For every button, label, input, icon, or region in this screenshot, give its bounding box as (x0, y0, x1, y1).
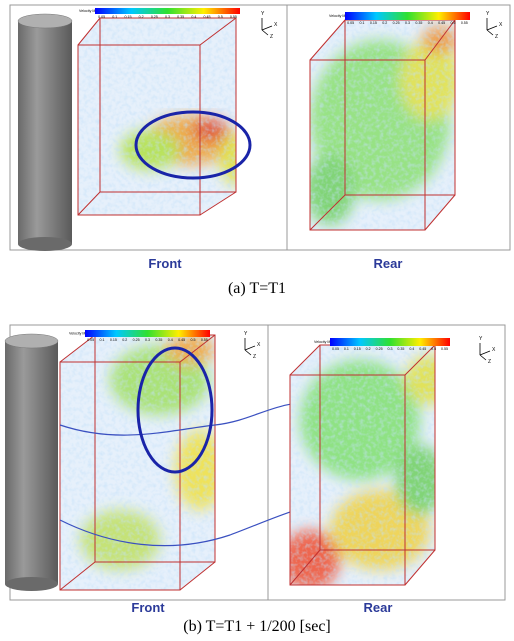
colorbar-tick-label: 0.55 (230, 15, 237, 19)
cylinder-bottom (18, 237, 72, 251)
colorbar-tick-label: 0.5 (431, 347, 436, 351)
colorbar-tick-label: 0.3 (165, 15, 170, 19)
cylinder-top (18, 14, 72, 28)
colorbar-tick-label: 0.15 (370, 21, 377, 25)
colorbar-tick-label: 0.4 (409, 347, 414, 351)
colorbar-tick-label: 0.45 (204, 15, 211, 19)
cylinder-top (5, 334, 58, 348)
colorbar-tick-label: 0.45 (178, 338, 185, 342)
colorbar (85, 330, 210, 337)
cylinder-bottom (5, 577, 58, 591)
colorbar-tick-label: 0.3 (405, 21, 410, 25)
colorbar-tick-label: 0.5 (450, 21, 455, 25)
colorbar-tick-label: 0.2 (366, 347, 371, 351)
axis-letter: Z (495, 34, 498, 40)
colorbar-tick-label: 0.55 (441, 347, 448, 351)
colorbar-tick-label: 0.15 (354, 347, 361, 351)
view-label: Rear (374, 256, 403, 271)
colorbar-tick-label: 0.4 (191, 15, 196, 19)
view-label: Front (148, 256, 182, 271)
colorbar-tick-label: 0.35 (415, 21, 422, 25)
colorbar (345, 12, 470, 20)
view-label: Front (131, 600, 165, 615)
figure: Velocity Magnitude0.050.10.150.20.250.30… (0, 0, 514, 641)
cylinder-body (18, 21, 72, 244)
colorbar-tick-label: 0.45 (419, 347, 426, 351)
colorbar-tick-label: 0.55 (201, 338, 208, 342)
colorbar-tick-label: 0.1 (360, 21, 365, 25)
flow-texture (73, 13, 241, 220)
colorbar-tick-label: 0.45 (438, 21, 445, 25)
axis-letter: Z (270, 34, 273, 40)
colorbar-tick-label: 0.1 (100, 338, 105, 342)
colorbar-tick-label: 0.1 (112, 15, 117, 19)
colorbar-tick-label: 0.05 (332, 347, 339, 351)
cylinder-body (5, 341, 58, 584)
colorbar-tick-label: 0.2 (122, 338, 127, 342)
colorbar-tick-label: 0.2 (382, 21, 387, 25)
view-label: Rear (364, 600, 393, 615)
figure-caption: (b) T=T1 + 1/200 [sec] (183, 618, 331, 635)
colorbar-tick-label: 0.1 (344, 347, 349, 351)
colorbar (95, 8, 240, 14)
colorbar-tick-label: 0.25 (133, 338, 140, 342)
colorbar-tick-label: 0.25 (376, 347, 383, 351)
flow-field (280, 340, 455, 590)
colorbar-tick-label: 0.55 (461, 21, 468, 25)
colorbar-tick-label: 0.35 (155, 338, 162, 342)
flow-texture (285, 340, 440, 590)
colorbar-tick-label: 0.05 (87, 338, 94, 342)
colorbar-tick-label: 0.5 (218, 15, 223, 19)
flow-texture (305, 15, 460, 235)
colorbar-tick-label: 0.2 (139, 15, 144, 19)
figure-caption: (a) T=T1 (228, 280, 286, 297)
colorbar-tick-label: 0.15 (110, 338, 117, 342)
colorbar-tick-label: 0.25 (393, 21, 400, 25)
colorbar-tick-label: 0.5 (190, 338, 195, 342)
colorbar-tick-label: 0.05 (98, 15, 105, 19)
colorbar-tick-label: 0.4 (428, 21, 433, 25)
flow-field (305, 15, 460, 235)
colorbar-tick-label: 0.4 (168, 338, 173, 342)
colorbar-tick-label: 0.15 (124, 15, 131, 19)
colorbar-tick-label: 0.3 (388, 347, 393, 351)
colorbar (330, 338, 450, 346)
colorbar-tick-label: 0.35 (397, 347, 404, 351)
colorbar-tick-label: 0.3 (145, 338, 150, 342)
axis-letter: Z (253, 354, 256, 360)
colorbar-tick-label: 0.35 (177, 15, 184, 19)
colorbar-tick-label: 0.25 (151, 15, 158, 19)
colorbar-tick-label: 0.05 (347, 21, 354, 25)
axis-letter: Z (488, 359, 491, 365)
flow-field (55, 330, 225, 595)
